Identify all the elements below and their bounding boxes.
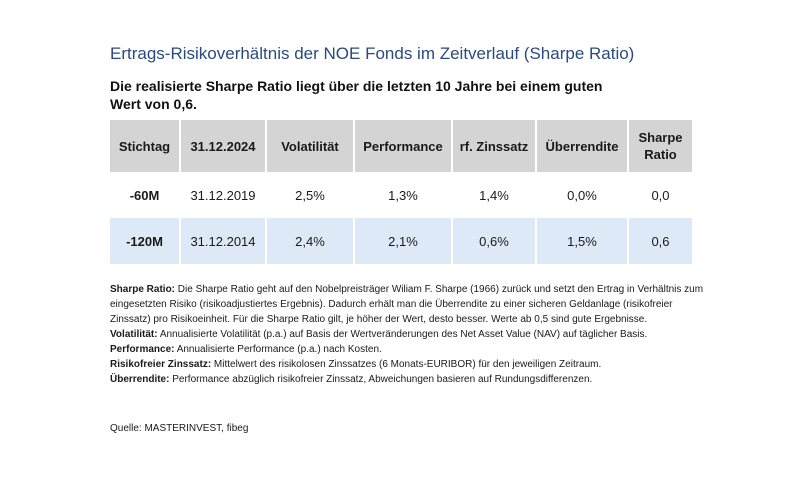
table-cell-rf-rate: 1,4% — [451, 172, 536, 218]
header-reference-date: 31.12.2024 — [179, 120, 266, 172]
table-cell-volatility: 2,4% — [265, 218, 354, 264]
table-cell-performance: 2,1% — [353, 218, 452, 264]
header-sharpe-ratio: Sharpe Ratio — [627, 120, 692, 172]
footnote-term: Performance: — [110, 344, 175, 355]
footnote-text: Annualisierte Volatilität (p.a.) auf Bas… — [157, 329, 648, 340]
table-cell-sharpe-ratio: 0,0 — [627, 172, 692, 218]
header-stichtag: Stichtag — [110, 120, 180, 172]
table-cell-rf-rate: 0,6% — [451, 218, 536, 264]
source-note: Quelle: MASTERINVEST, fibeg — [110, 423, 249, 434]
sharpe-ratio-table: Stichtag 31.12.2024 Volatilität Performa… — [110, 120, 692, 264]
footnotes: Sharpe Ratio: Die Sharpe Ratio geht auf … — [110, 282, 710, 387]
table-cell-period: -120M — [110, 218, 180, 264]
table-cell-volatility: 2,5% — [265, 172, 354, 218]
table-header-row: Stichtag 31.12.2024 Volatilität Performa… — [110, 120, 692, 172]
footnote-risk-free-rate: Risikofreier Zinssatz: Mittelwert des ri… — [110, 357, 710, 372]
table-cell-date: 31.12.2014 — [179, 218, 266, 264]
subtitle: Die realisierte Sharpe Ratio liegt über … — [110, 78, 603, 112]
table-cell-sharpe-ratio: 0,6 — [627, 218, 692, 264]
footnote-performance: Performance: Annualisierte Performance (… — [110, 342, 710, 357]
table-row: -120M 31.12.2014 2,4% 2,1% 0,6% 1,5% 0,6 — [110, 218, 692, 264]
footnote-term: Volatilität: — [110, 329, 158, 340]
footnote-excess-return: Überrendite: Performance abzüglich risik… — [110, 372, 710, 387]
footnote-volatility: Volatilität: Annualisierte Volatilität (… — [110, 327, 710, 342]
table-cell-excess-return: 1,5% — [535, 218, 628, 264]
header-ueberrendite: Überrendite — [535, 120, 628, 172]
table-cell-excess-return: 0,0% — [535, 172, 628, 218]
footnote-text: Mittelwert des risikolosen Zinssatzes (6… — [211, 359, 602, 370]
header-rf-zinssatz: rf. Zinssatz — [451, 120, 536, 172]
footnote-term: Risikofreier Zinssatz: — [110, 359, 212, 370]
table-cell-date: 31.12.2019 — [179, 172, 266, 218]
footnote-text: Die Sharpe Ratio geht auf den Nobelpreis… — [110, 284, 704, 325]
footnote-term: Sharpe Ratio: — [110, 284, 176, 295]
page-title: Ertrags-Risikoverhältnis der NOE Fonds i… — [110, 44, 635, 63]
header-volatilitaet: Volatilität — [265, 120, 354, 172]
footnote-text: Annualisierte Performance (p.a.) nach Ko… — [174, 344, 382, 355]
table-cell-period: -60M — [110, 172, 180, 218]
footnote-term: Überrendite: — [110, 374, 170, 385]
table-cell-performance: 1,3% — [353, 172, 452, 218]
footnote-text: Performance abzüglich risikofreier Zinss… — [169, 374, 593, 385]
table-row: -60M 31.12.2019 2,5% 1,3% 1,4% 0,0% 0,0 — [110, 172, 692, 218]
footnote-sharpe-ratio: Sharpe Ratio: Die Sharpe Ratio geht auf … — [110, 282, 710, 327]
header-performance: Performance — [353, 120, 452, 172]
